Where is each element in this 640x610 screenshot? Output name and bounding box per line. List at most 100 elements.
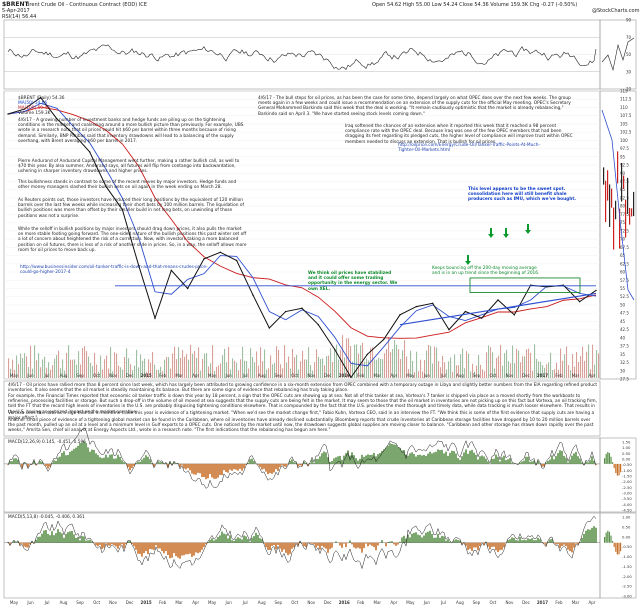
volume-bar (434, 346, 436, 378)
x-tick-label: Jul (440, 600, 446, 605)
stockcharts-brand: @StockCharts.com (592, 8, 640, 14)
volume-bar (262, 361, 264, 378)
price-point (333, 348, 336, 351)
price-tick-label: 72.5 (620, 228, 629, 233)
volume-bar (192, 353, 194, 378)
weekly-candle (619, 208, 621, 249)
macd-tick-label: 0.00 (622, 457, 631, 462)
note-mid-1: 4/6/17 - Oil prices have rallied more th… (8, 383, 598, 394)
volume-bar (314, 362, 316, 378)
volume-bar (486, 352, 488, 378)
price-tick-label: 87.5 (620, 179, 629, 184)
macd-tick-label: 1.00 (622, 445, 631, 450)
volume-bar (444, 362, 446, 378)
volume-bar (596, 349, 598, 378)
volume-bar (340, 349, 342, 378)
volume-bar (140, 354, 142, 378)
volume-bar (194, 350, 196, 378)
note-top-2: Iraq softened the chances of an extensio… (345, 124, 573, 145)
volume-bar (528, 348, 530, 378)
price-point (39, 96, 42, 99)
volume-bar (234, 360, 236, 378)
volume-bar (448, 361, 450, 378)
volume-bar (476, 365, 478, 378)
price-point (595, 289, 597, 292)
volume-bar (92, 365, 94, 378)
price-tick-label: 55 (620, 286, 626, 291)
weekly-candle (617, 151, 619, 184)
volume-bar (330, 348, 332, 378)
x-tick-label: Sep (473, 373, 481, 378)
instrument-name: Brent Crude Oil - Continuous Contract (E… (26, 1, 147, 8)
x-tick-label: Mar (175, 373, 183, 378)
volume-bar (160, 366, 162, 378)
volume-bar (466, 351, 468, 378)
price-tick-label: 77.5 (620, 212, 629, 217)
weekly-candle (627, 177, 629, 214)
macd-tick-label: -2.50 (622, 485, 632, 490)
volume-bar (42, 359, 44, 378)
volume-bar (82, 347, 84, 378)
volume-bar (186, 354, 188, 378)
volume-bar (364, 361, 366, 378)
volume-bar (198, 347, 200, 378)
x-tick-label: 2016 (339, 373, 350, 378)
volume-bar (228, 346, 230, 378)
macd-tick-label: -3.00 (622, 594, 632, 599)
x-tick-label: Aug (258, 600, 266, 605)
volume-bar (72, 359, 74, 378)
volume-bar (218, 365, 220, 378)
volume-bar (570, 370, 572, 378)
volume-bar (176, 359, 178, 378)
volume-bar (112, 371, 114, 378)
volume-bar (292, 348, 294, 378)
volume-bar (472, 363, 474, 378)
volume-bar (40, 367, 42, 378)
price-point (170, 269, 173, 272)
weekly-ma (601, 109, 635, 301)
volume-bar (558, 369, 560, 378)
volume-bar (66, 352, 68, 378)
volume-bar (226, 362, 228, 378)
volume-bar (128, 358, 130, 378)
weekly-candle (623, 175, 625, 189)
price-point (350, 376, 352, 379)
price-point (448, 328, 450, 331)
volume-bar (430, 345, 432, 378)
volume-bar (402, 350, 404, 378)
link-left[interactable]: http://www.businessinsider.com/oil-tanke… (20, 265, 208, 276)
x-tick-label: Dec (126, 600, 134, 605)
volume-bar (510, 363, 512, 378)
macd-tick-label: 1.00 (622, 515, 631, 520)
volume-bar (454, 354, 456, 378)
volume-bar (404, 340, 406, 378)
macd-line (7, 515, 597, 570)
note-left-1: 4/6/17 - A growing number of investment … (18, 118, 244, 144)
link-top[interactable]: http://oilprice.com/Energy/Crude-Oil/Tan… (398, 143, 540, 154)
note-top-1: 4/6/17 - The bull steps for oil prices, … (258, 96, 571, 117)
ma200-line (7, 106, 597, 339)
price-line (7, 96, 597, 379)
volume-bar (554, 369, 556, 378)
price-tick-label: 110 (620, 105, 628, 110)
volume-bar (68, 345, 70, 378)
volume-bar (500, 344, 502, 378)
macd-weekly-panel-2 (599, 512, 637, 599)
volume-bar (170, 368, 172, 378)
volume-bar (540, 361, 542, 378)
volume-bar (308, 347, 310, 378)
volume-bar (22, 358, 24, 378)
volume-bar (576, 352, 578, 378)
volume-bar (470, 371, 472, 378)
rsi-path (7, 44, 597, 70)
price-tick-label: 85 (620, 187, 626, 192)
price-tick-label: 35 (620, 352, 626, 357)
rsi-tick-label: 50 (626, 52, 632, 57)
volume-bar (54, 358, 56, 378)
price-point (497, 299, 499, 301)
x-tick-label: Mar (374, 373, 382, 378)
callout-bounce: Keeps bouncing off the 200-day moving av… (432, 266, 540, 277)
volume-bar (152, 351, 154, 378)
volume-bar (564, 354, 566, 378)
volume-bar (126, 348, 128, 378)
